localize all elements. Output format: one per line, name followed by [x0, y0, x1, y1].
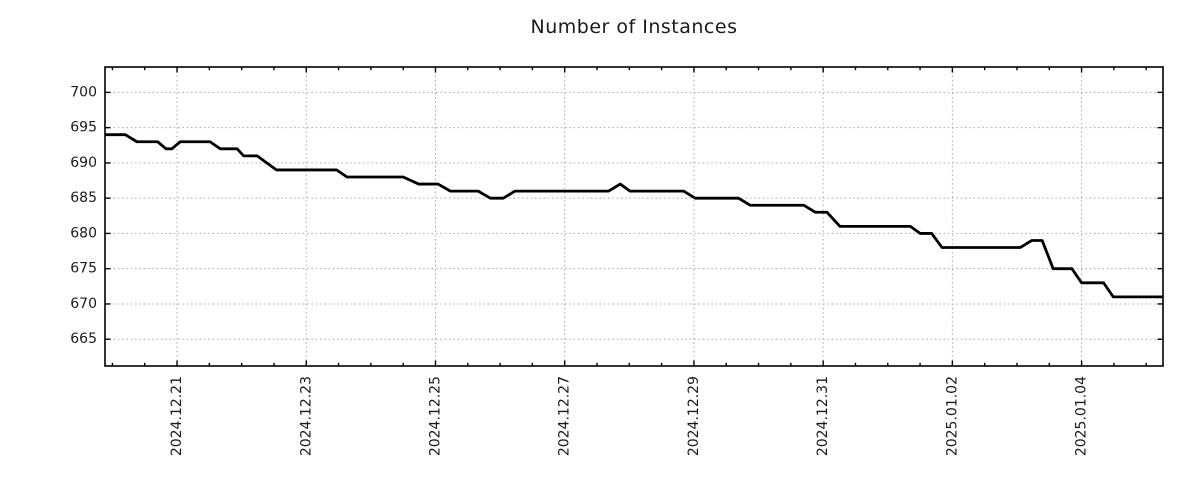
- x-tick-label: 2025.01.04: [1074, 376, 1090, 456]
- data-line: [105, 133, 1163, 299]
- x-tick-label: 2024.12.29: [686, 376, 702, 456]
- y-tick-label: 695: [70, 120, 97, 136]
- y-tick-label: 690: [70, 155, 97, 171]
- x-tick-label: 2024.12.31: [815, 376, 831, 456]
- y-tick-label: 685: [70, 190, 97, 206]
- chart-title: Number of Instances: [530, 16, 738, 38]
- y-tick-label: 665: [70, 331, 97, 347]
- plot-border: [104, 66, 1164, 367]
- y-tick-label: 700: [70, 84, 97, 100]
- x-tick-label: 2024.12.25: [427, 376, 443, 456]
- y-tick-label: 680: [70, 225, 97, 241]
- y-tick-label: 670: [70, 296, 97, 312]
- x-tick-label: 2025.01.02: [944, 376, 960, 456]
- y-tick-label: 675: [70, 261, 97, 277]
- x-tick-label: 2024.12.27: [557, 376, 573, 456]
- x-tick-label: 2024.12.21: [169, 376, 185, 456]
- x-tick-label: 2024.12.23: [298, 376, 314, 456]
